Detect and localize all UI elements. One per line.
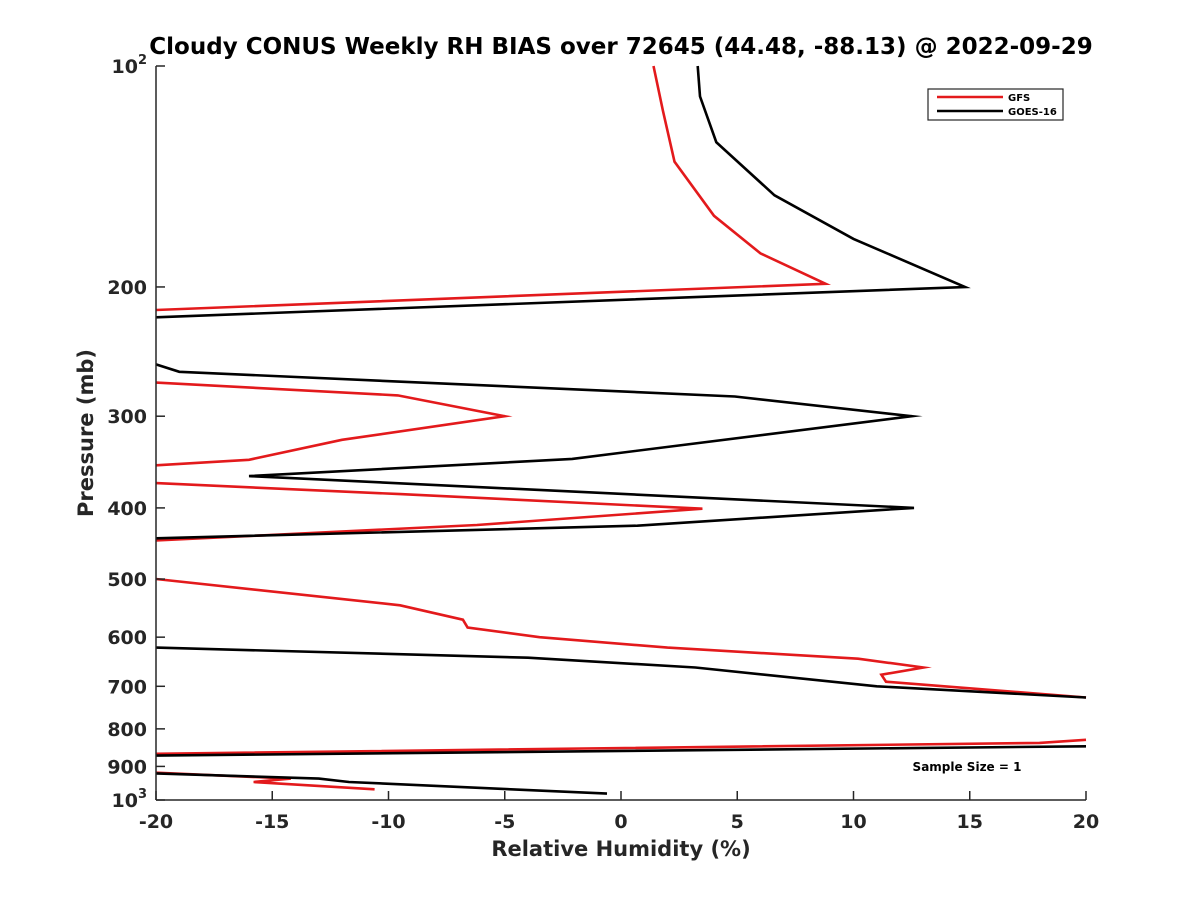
series-line-gfs-segment-2: [155, 381, 513, 467]
series-line-gfs-segment-5: [155, 738, 1087, 756]
y-tick-label: 900: [107, 756, 147, 778]
y-tick-label: 800: [107, 719, 147, 741]
x-tick-label: 20: [1073, 811, 1099, 833]
x-tick-label: 0: [614, 811, 627, 833]
y-axis-label: Pressure (mb): [74, 349, 98, 517]
x-axis-ticks: -20 -15 -10 -5 0 5 10 15 20: [139, 791, 1099, 833]
y-tick-label: 102: [112, 53, 148, 78]
y-tick-label: 700: [107, 676, 147, 698]
y-tick-label: 600: [107, 627, 147, 649]
y-tick-label: 103: [112, 787, 148, 812]
x-tick-label: -20: [139, 811, 173, 833]
plot-lines: [155, 65, 1087, 795]
sample-size-annotation: Sample Size = 1: [913, 760, 1022, 774]
x-tick-label: -15: [255, 811, 289, 833]
x-tick-label: 15: [957, 811, 983, 833]
legend-label-goes16: GOES-16: [1008, 107, 1057, 118]
x-tick-label: 10: [840, 811, 866, 833]
legend-box: [927, 88, 1064, 121]
y-tick-label: 500: [107, 569, 147, 591]
y-tick-label: 400: [107, 498, 147, 520]
chart-title: Cloudy CONUS Weekly RH BIAS over 72645 (…: [149, 34, 1092, 60]
series-line-goes-16-segment-5: [155, 772, 608, 795]
series-line-goes-16-segment-3: [155, 646, 1087, 699]
series-line-goes-16-segment-1: [155, 65, 971, 319]
series-line-goes-16-segment-4: [155, 745, 1087, 757]
series-line-gfs-segment-1: [155, 65, 832, 312]
series-line-goes-16-segment-2: [155, 363, 923, 540]
x-tick-label: -5: [494, 811, 515, 833]
series-line-gfs-segment-3: [155, 481, 703, 542]
x-tick-label: 5: [731, 811, 744, 833]
legend-label-gfs: GFS: [1008, 93, 1030, 104]
y-tick-label: 300: [107, 406, 147, 428]
y-tick-label: 200: [107, 277, 147, 299]
x-axis-label: Relative Humidity (%): [491, 837, 750, 861]
y-axis-ticks: 102 200 300 400 500 600 700 800 900 103: [107, 53, 165, 812]
x-tick-label: -10: [371, 811, 405, 833]
legend: GFS GOES-16: [927, 88, 1064, 121]
series-line-gfs-segment-4: [155, 577, 1087, 699]
